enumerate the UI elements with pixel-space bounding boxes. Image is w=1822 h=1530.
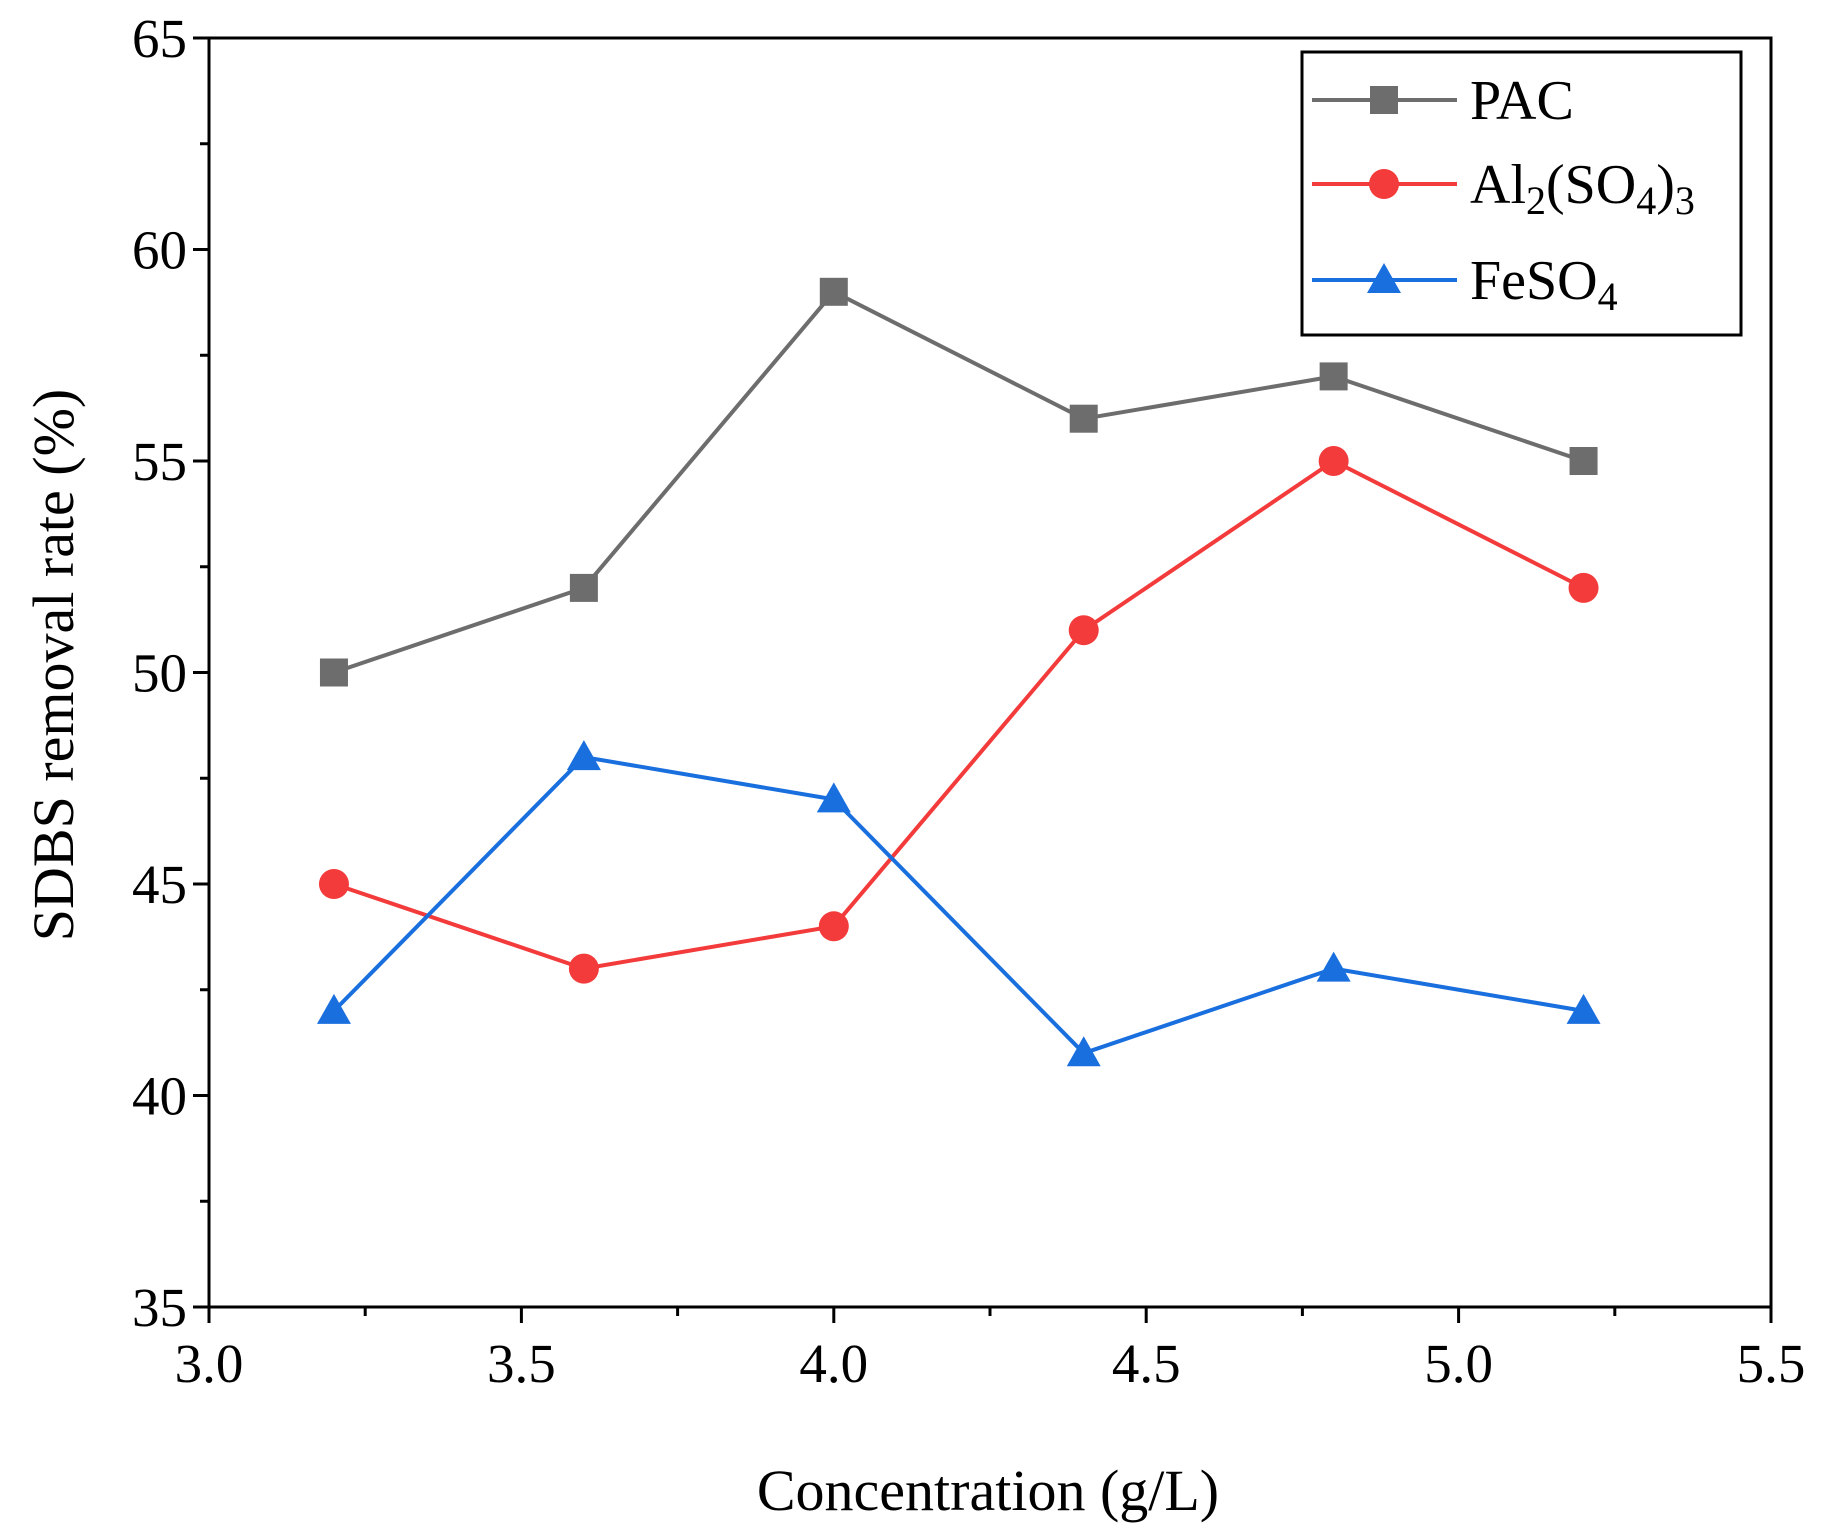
legend-label: Al2(SO4)3 [1470, 154, 1695, 223]
square-series-line [333, 289, 1585, 675]
triangle-series [316, 740, 1601, 1067]
legend-label: FeSO4 [1470, 250, 1618, 319]
circle-series-point [818, 911, 849, 942]
circle-series-point [1068, 615, 1099, 646]
triangle-series-point [566, 740, 601, 771]
square-series-point [819, 277, 848, 306]
x-tick-label: 4.0 [799, 1333, 868, 1394]
circle-series [318, 446, 1599, 984]
triangle-series-line [332, 755, 1584, 1056]
triangle-series-point [1066, 1036, 1101, 1067]
legend-label: PAC [1470, 70, 1574, 132]
y-tick-label: 35 [132, 1277, 187, 1338]
circle-series-point [568, 953, 599, 984]
square-series-point [1319, 362, 1348, 391]
x-tick-label: 5.5 [1737, 1333, 1806, 1394]
square-series-point [319, 658, 348, 687]
triangle-series-point [316, 993, 351, 1024]
y-tick-label: 65 [132, 8, 187, 69]
legend-marker [1369, 169, 1399, 199]
triangle-series-point [1566, 993, 1601, 1024]
legend-marker [1367, 263, 1401, 293]
triangle-series-point [1316, 951, 1351, 982]
x-axis-title: Concentration (g/L) [757, 1458, 1219, 1523]
x-tick-label: 3.5 [487, 1333, 556, 1394]
square-series-point [1069, 404, 1098, 433]
x-tick-label: 4.5 [1112, 1333, 1181, 1394]
x-tick-label: 3.0 [175, 1333, 244, 1394]
y-tick-label: 45 [132, 854, 187, 915]
circle-series-line [333, 459, 1585, 971]
y-tick-label: 50 [132, 643, 187, 704]
square-series-point [1569, 447, 1598, 475]
series-layer [316, 277, 1601, 1067]
y-axis-title: SDBS removal rate (%) [21, 389, 86, 941]
y-tick-label: 60 [132, 220, 187, 281]
y-tick-label: 40 [132, 1066, 187, 1127]
triangle-series-point [816, 782, 851, 813]
legend-marker [1370, 86, 1398, 114]
axes: 3.0 3.5 4.0 4.5 5.0 5.5 35 40 45 50 55 60 65 [132, 8, 1805, 1394]
circle-series-point [318, 869, 349, 899]
legend: PAC Al2(SO4)3 FeSO4 [1300, 50, 1743, 337]
x-tick-label: 5.0 [1424, 1333, 1493, 1394]
circle-series-point [1568, 572, 1599, 603]
square-series [319, 277, 1598, 687]
square-series-point [569, 573, 598, 602]
circle-series-point [1318, 446, 1349, 476]
y-tick-label: 55 [132, 431, 187, 492]
